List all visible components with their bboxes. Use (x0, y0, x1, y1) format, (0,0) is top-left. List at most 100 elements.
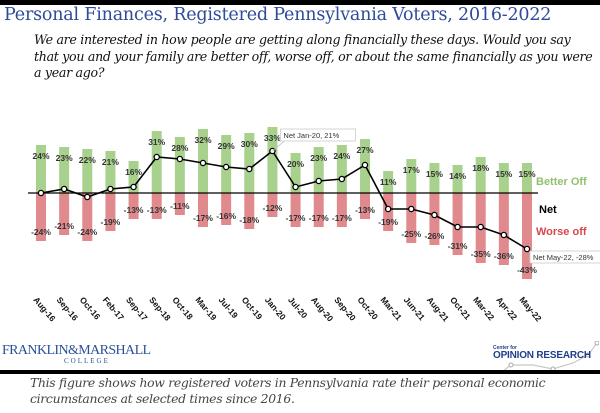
net-annotation-box (529, 250, 600, 264)
better-off-bar (267, 127, 278, 193)
net-marker (176, 155, 184, 163)
x-tick-label: Oct-18 (170, 295, 195, 322)
net-marker (361, 161, 369, 169)
worse-off-bar (406, 193, 417, 243)
worse-off-bar (221, 193, 232, 225)
better-off-data-label: 20% (287, 159, 304, 169)
worse-off-data-label: -16% (216, 211, 236, 221)
net-marker (338, 175, 346, 183)
better-off-data-label: 16% (125, 167, 142, 177)
worse-off-data-label: -19% (101, 217, 121, 227)
worse-off-data-label: -31% (448, 241, 468, 251)
worse-off-data-label: -17% (193, 213, 213, 223)
x-tick-label: Oct-20 (355, 295, 380, 322)
chart-title: Personal Finances, Registered Pennsylvan… (4, 5, 552, 25)
x-tick-label: May-22 (517, 295, 543, 324)
net-marker (384, 205, 392, 213)
worse-off-data-label: -36% (494, 251, 514, 261)
better-off-bar (174, 137, 185, 193)
x-tick-label: Aug-21 (425, 295, 451, 324)
annotation-leader-line (272, 140, 285, 152)
x-tick-label: Sep-18 (147, 295, 173, 323)
logo-small-text: Center for (493, 345, 517, 351)
better-off-bar (244, 133, 255, 193)
worse-off-data-label: -13% (147, 205, 167, 215)
worse-off-bar (59, 193, 70, 235)
worse-off-bar (429, 193, 440, 245)
worse-off-data-label: -13% (355, 205, 375, 215)
worse-off-bar (82, 193, 93, 241)
worse-off-data-label: -19% (378, 217, 398, 227)
better-off-bar (522, 163, 532, 193)
better-off-bar (82, 149, 93, 193)
worse-off-data-label: -26% (425, 231, 445, 241)
worse-off-bar (174, 193, 185, 215)
x-tick-label: Jun-21 (402, 295, 427, 323)
better-off-bar (498, 163, 509, 193)
network-lines-icon (502, 341, 599, 371)
better-off-bar (151, 131, 162, 193)
worse-off-bar (498, 193, 509, 265)
better-off-bar (383, 171, 394, 193)
worse-off-bar (313, 193, 324, 227)
net-marker (315, 177, 322, 185)
better-off-bar (290, 153, 301, 193)
better-off-data-label: 24% (333, 151, 350, 161)
survey-question: We are interested in how people are gett… (34, 32, 593, 80)
net-line (40, 149, 528, 250)
worse-off-data-label: -18% (239, 215, 259, 225)
better-off-data-label: 27% (356, 145, 373, 155)
x-tick-label: Oct-19 (240, 295, 265, 322)
x-tick-label: Jul-20 (286, 295, 310, 320)
better-off-data-label: 15% (518, 169, 535, 179)
better-off-bar (105, 151, 116, 193)
x-tick-label: Mar-22 (471, 295, 496, 323)
net-marker (84, 193, 91, 201)
better-off-bar (452, 165, 463, 193)
worse-off-bar (244, 193, 255, 229)
better-off-bar (475, 157, 486, 193)
worse-off-data-label: -25% (401, 229, 421, 239)
worse-off-data-label: -35% (471, 249, 491, 259)
better-off-data-label: 15% (495, 169, 512, 179)
better-off-data-label: 18% (472, 163, 489, 173)
worse-off-bar (36, 193, 46, 241)
worse-off-data-label: -17% (286, 213, 306, 223)
worse-off-data-label: -12% (263, 203, 283, 213)
x-tick-label: Sep-16 (55, 295, 81, 323)
worse-off-bar (336, 193, 347, 227)
net-marker (292, 183, 299, 191)
better-off-data-label: 22% (79, 155, 96, 165)
net-marker (153, 153, 160, 161)
net-annotation-label: Net Jan-20, 21% (283, 131, 339, 140)
worse-off-bar (360, 193, 370, 219)
net-marker (37, 189, 45, 197)
x-tick-label: Aug-16 (31, 295, 57, 324)
worse-off-data-label: -24% (31, 227, 51, 237)
better-off-bar (429, 163, 440, 193)
better-off-data-label: 31% (148, 137, 165, 147)
net-marker (454, 223, 461, 231)
better-off-data-label: 28% (171, 143, 188, 153)
x-tick-label: Mar-19 (193, 295, 218, 323)
worse-off-bar (267, 193, 278, 217)
worse-off-data-label: -13% (124, 205, 144, 215)
x-tick-label: Oct-21 (448, 295, 473, 322)
worse-off-data-label: -24% (77, 227, 97, 237)
logo-main-text: FRANKLIN&MARSHALL (2, 343, 151, 358)
legend-label: Net (539, 204, 557, 216)
better-off-data-label: 24% (32, 151, 49, 161)
bottom-border (0, 370, 600, 374)
x-tick-label: Oct-16 (78, 295, 103, 322)
net-marker (246, 165, 253, 173)
x-tick-label: Apr-22 (494, 295, 519, 322)
better-off-data-label: 33% (264, 133, 281, 143)
better-off-bar (336, 145, 347, 193)
x-tick-label: Sep-20 (332, 295, 358, 323)
better-off-bar (313, 147, 324, 193)
net-annotation-label: Net May-22, -28% (533, 253, 594, 262)
worse-off-data-label: -17% (332, 213, 352, 223)
better-off-data-label: 32% (194, 135, 211, 145)
better-off-data-label: 30% (241, 139, 258, 149)
legend-label: Worse off (536, 226, 587, 238)
